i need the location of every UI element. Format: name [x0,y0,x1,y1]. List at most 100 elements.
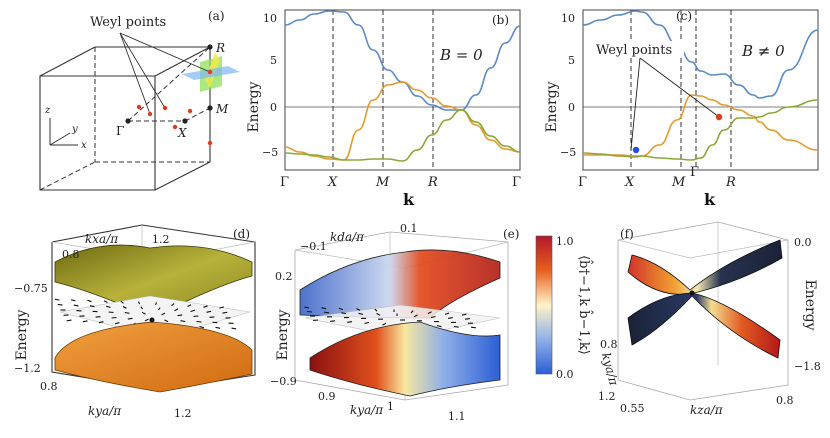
x-tick: Γ [578,175,587,190]
vector-arrow [358,312,364,315]
vector-arrow [307,310,313,313]
vector-arrow [111,316,117,319]
vector-arrow [73,304,79,307]
vector-arrow [140,306,143,310]
z-tick: 0.0 [794,236,812,249]
vector-arrow [356,308,361,311]
lower-band-surface [627,292,781,359]
vector-arrow [193,315,199,318]
point-X [182,118,188,124]
vector-arrow [54,298,60,301]
top-axis-label: kxa/π [85,232,119,246]
vector-arrow [190,309,195,313]
vector-arrow [180,320,186,323]
panel-e: (e) −0.1 kda/π 0.1 0.2 −0.9 Energy 0.9 1… [270,222,594,423]
z-tick: −0.75 [14,282,48,295]
vector-arrow [231,327,237,330]
panel-label: (f) [620,227,634,241]
panel-label: (b) [492,13,509,27]
vector-arrow [304,306,310,309]
vector-arrow [120,300,124,304]
x-tick: Γ [690,165,699,180]
weyl-points-label: Weyl points [90,15,166,30]
vector-arrow [341,312,347,315]
vector-arrow [382,322,387,326]
weyl-point-blue [632,146,640,154]
bands-b [284,10,521,162]
colorbar-tick: 0.0 [556,368,574,381]
vector-arrow [164,319,169,323]
x-tick: Γ [512,175,521,190]
vector-arrow [108,311,114,314]
vector-arrow [413,314,418,318]
vector-arrow [203,305,208,308]
bottom-tick: 1.1 [448,410,466,423]
bottom-tick: 1.2 [174,407,192,420]
point-gamma [125,118,131,124]
vector-arrow [144,318,149,322]
weyl-point [689,290,695,296]
y-tick: 0 [568,101,575,114]
callout-line [119,32,211,73]
point-R [207,44,213,50]
annotation: B ≠ 0 [741,42,785,60]
cube-edge [154,161,211,191]
lower-band-surface [309,321,501,397]
vector-arrow [66,319,72,322]
vector-arrow [57,303,63,306]
label-gamma: Γ [116,124,124,138]
vector-arrow [70,299,76,302]
vector-arrow [124,311,130,314]
x-tick: M [375,175,390,190]
bottom-tick: 0.8 [776,394,794,407]
vector-arrow [461,313,467,316]
weyl-point-red [147,111,153,117]
vector-arrow [106,305,111,309]
weyl-label-background [594,41,684,58]
z-tick: −1.8 [794,360,821,373]
vector-arrow [187,304,192,307]
cube-edge [39,46,96,77]
vector-arrow [87,299,92,303]
box-edge [617,239,691,259]
bottom-tick: 0.8 [40,380,58,393]
band-line-1 [582,10,819,99]
band-line-3 [582,99,819,161]
weyl-point-red [207,140,213,146]
band-line-3 [284,109,521,162]
colorbar [535,235,553,375]
weyl-point-red [715,113,723,121]
bottom-axis-label: kza/π [690,403,724,417]
vector-arrow [215,326,221,329]
vector-arrow [330,320,336,322]
weyl-callout-line [630,57,641,151]
z-axis-label: Energy [14,309,30,360]
vector-arrow [364,321,370,325]
upper-band-surface [54,244,253,319]
panel-a: Weyl points (a) R M Γ X z y x [39,9,240,191]
vector-arrow [321,307,327,310]
y-tick: 5 [568,54,575,67]
bands-c [582,10,819,161]
panel-label: (a) [208,9,225,23]
axis-x-label: x [81,140,87,151]
point-M [207,105,213,111]
weyl-callout-line [639,57,720,118]
label-X: X [177,126,187,140]
colorbar-label: ⟨b̂†−1,k b̂−1,k⟩ [576,255,594,355]
vector-arrow [338,307,344,311]
z-tick: 0.2 [275,270,293,283]
x-tick: M [671,175,686,190]
top-tick: −0.1 [300,240,327,253]
panel-f: (f) 0.0 −1.8 Energy 0.8 kya/π 1.2 0.55 k… [598,221,821,417]
top-tick: 0.8 [62,248,80,261]
panel-d: (d) kxa/π 0.8 1.2 −0.75 −1.2 Energy 0.8 … [14,224,256,420]
top-tick: 1.2 [152,233,170,246]
vector-arrow [196,320,202,323]
vector-arrow [436,325,442,328]
panel-label: (e) [503,227,519,241]
upper-band-surface [627,239,783,295]
bottom-axis-label: kya/π [88,404,122,418]
vector-arrow [127,317,133,320]
vector-arrow [374,308,378,312]
